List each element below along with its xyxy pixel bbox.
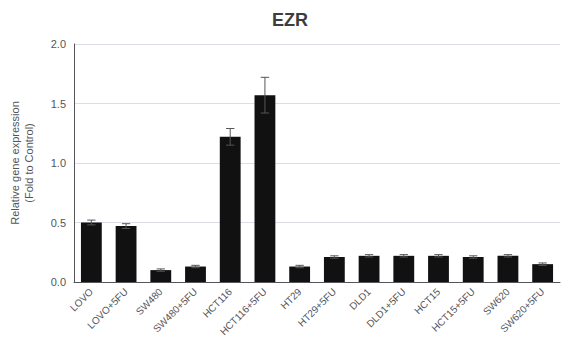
svg-text:SW480+5FU: SW480+5FU [151,286,199,334]
svg-text:DLD1+5FU: DLD1+5FU [364,286,407,329]
svg-text:SW480: SW480 [134,286,165,317]
svg-text:0.0: 0.0 [51,276,66,288]
svg-text:HCT116: HCT116 [201,286,235,320]
svg-text:2.0: 2.0 [51,38,66,50]
svg-text:HT29: HT29 [278,286,303,311]
svg-text:DLD1: DLD1 [347,286,373,312]
svg-text:Relative gene expression: Relative gene expression [9,101,21,225]
svg-text:HT29+5FU: HT29+5FU [296,286,339,329]
svg-text:HCT15+5FU: HCT15+5FU [429,286,477,334]
svg-text:HCT15: HCT15 [412,286,442,316]
svg-text:1.5: 1.5 [51,98,66,110]
svg-text:LOVO+5FU: LOVO+5FU [85,286,130,331]
svg-text:1.0: 1.0 [51,157,66,169]
svg-text:(Fold to Control): (Fold to Control) [23,123,35,202]
svg-text:EZR: EZR [272,10,308,30]
svg-text:HCT116+5FU: HCT116+5FU [218,286,269,337]
svg-text:SW620: SW620 [481,286,512,317]
svg-text:SW620+5FU: SW620+5FU [498,286,546,334]
svg-text:0.5: 0.5 [51,217,66,229]
svg-text:LOVO: LOVO [68,286,96,314]
